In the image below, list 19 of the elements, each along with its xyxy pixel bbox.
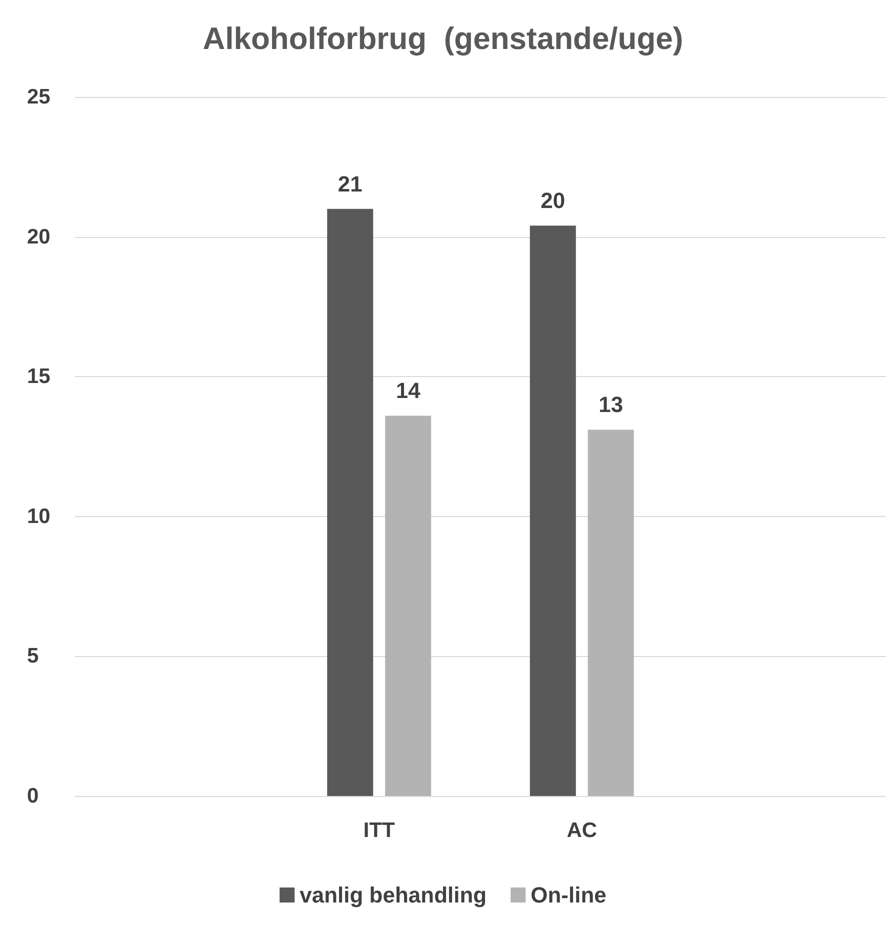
y-tick-label: 5 (27, 644, 39, 668)
bar (530, 226, 576, 796)
data-label: 20 (540, 188, 566, 214)
y-tick-label: 15 (27, 365, 51, 388)
data-label: 13 (598, 392, 624, 418)
bar (385, 416, 432, 796)
bar (588, 430, 634, 796)
data-label: 21 (338, 171, 362, 196)
y-tick-label: 25 (27, 86, 51, 108)
bar (327, 208, 374, 796)
data-label: 14 (396, 378, 422, 404)
legend-label: On-line (530, 882, 606, 908)
x-tick-label: AC (566, 819, 598, 842)
x-tick-label: ITT (363, 819, 396, 842)
chart-title: Alkoholforbrug (genstande/uge) (202, 21, 684, 56)
legend-label: vanlig behandling (300, 882, 487, 908)
y-tick-label: 10 (27, 504, 50, 528)
y-tick-label: 20 (27, 225, 50, 248)
y-tick-label: 0 (27, 784, 39, 808)
